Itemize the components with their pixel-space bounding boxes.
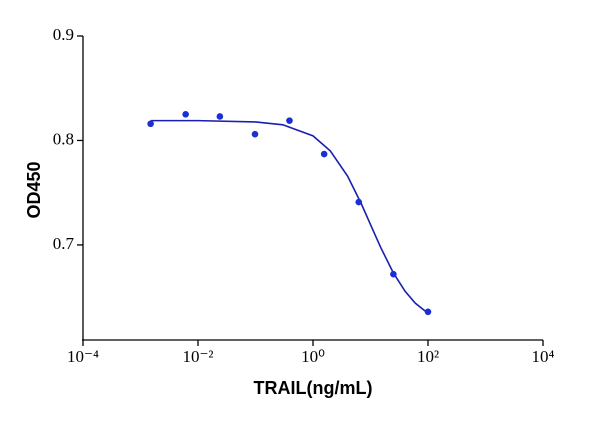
y-tick-label: 0.9 [53,25,74,44]
point [355,198,363,206]
point [251,130,259,138]
point [390,270,397,278]
y-tick-label: 0.7 [53,234,75,253]
y-tick-label: 0.8 [53,129,74,148]
point [216,113,224,120]
y-axis-title: OD450 [24,161,44,218]
fit-curve [150,119,429,314]
x-tick-label: 10² [417,347,439,366]
point [320,150,328,158]
point [286,117,293,124]
x-tick-label: 10⁴ [532,347,555,366]
x-tick-label: 10⁻² [182,347,213,366]
point [424,308,432,316]
x-tick-label: 10⁻⁴ [67,347,99,366]
x-tick-label: 10⁰ [301,347,325,366]
x-axis-title: TRAIL(ng/mL) [254,378,373,398]
point [182,111,189,118]
point [147,120,154,128]
